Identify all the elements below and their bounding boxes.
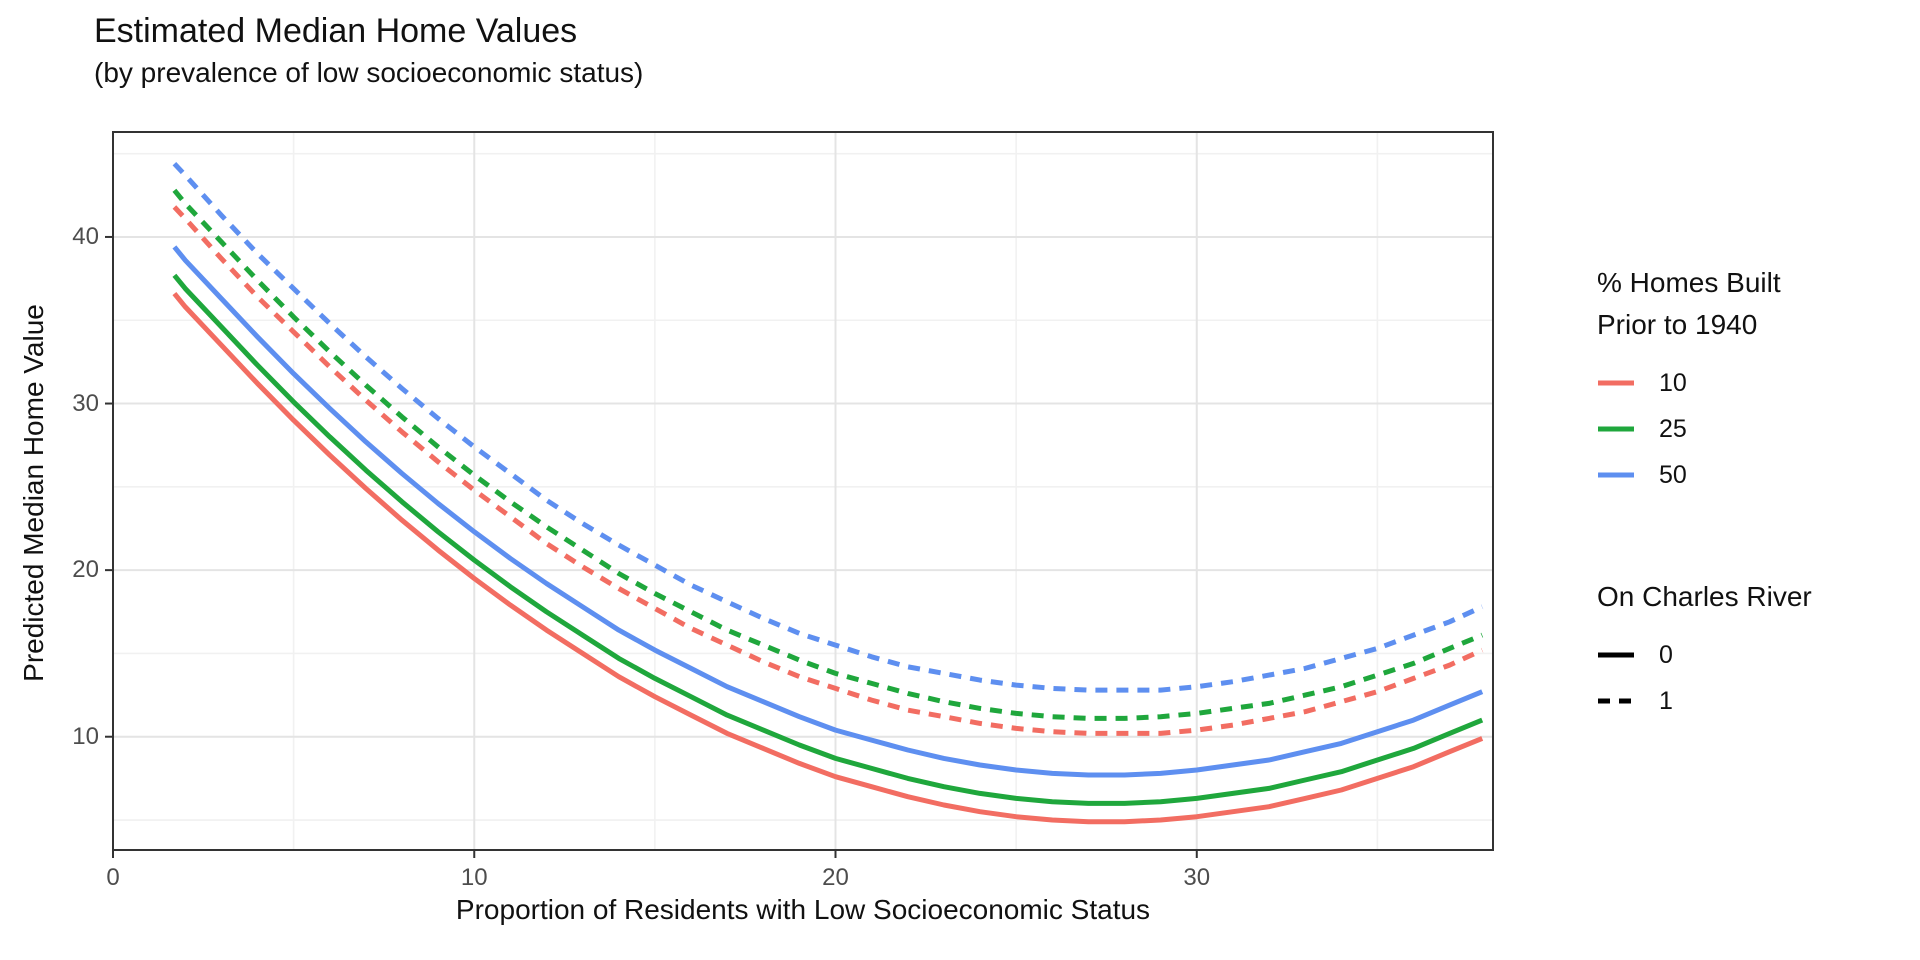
chart-title: Estimated Median Home Values [94, 12, 578, 50]
legend-item-label: 0 [1659, 640, 1673, 669]
legend-title-charles-river: On Charles River [1597, 581, 1812, 612]
legend-key-line [1598, 652, 1634, 658]
legend-item-label: 50 [1659, 460, 1687, 489]
legend-item-label: 1 [1659, 686, 1673, 715]
y-axis-title: Predicted Median Home Value [18, 304, 49, 682]
x-axis-title: Proportion of Residents with Low Socioec… [455, 894, 1151, 925]
legend-title-homes-built: % Homes Built Prior to 1940 [1597, 267, 1781, 340]
panel-border [112, 131, 1494, 851]
legend-item: 1 [1597, 678, 1812, 724]
legend-item: 0 [1597, 632, 1812, 678]
x-tick-label: 30 [1183, 864, 1211, 891]
legend-key-line [1598, 472, 1634, 478]
legend-key-line [1598, 698, 1634, 704]
x-tick-label: 10 [460, 864, 488, 891]
legend-key-line [1598, 426, 1634, 432]
x-tick-label: 20 [822, 864, 849, 891]
curve-age50-chas1 [172, 161, 1484, 693]
legend-item-label: 10 [1659, 368, 1687, 397]
curve-age50-chas0 [172, 245, 1484, 778]
curve-age25-chas1 [172, 188, 1484, 721]
y-tick-label: 10 [72, 722, 99, 750]
y-tick-label: 30 [72, 389, 99, 417]
legend-item-label: 25 [1659, 414, 1687, 443]
legend-key-line [1598, 380, 1634, 386]
chart-subtitle: (by prevalence of low socioeconomic stat… [94, 57, 644, 88]
y-tick-label: 40 [72, 222, 99, 250]
legend-item: 50 [1597, 452, 1781, 498]
legend-item: 25 [1597, 406, 1781, 452]
legend-group-charles-river: On Charles River 0 1 [1597, 576, 1812, 724]
curve-age10-chas0 [172, 292, 1484, 825]
legend-group-homes-built: % Homes Built Prior to 1940 10 25 50 [1597, 262, 1781, 498]
y-tick-label: 20 [72, 556, 99, 584]
x-tick-label: 0 [106, 864, 120, 891]
curve-age10-chas1 [172, 205, 1484, 736]
legend-item: 10 [1597, 360, 1781, 406]
curve-age25-chas0 [172, 273, 1484, 806]
